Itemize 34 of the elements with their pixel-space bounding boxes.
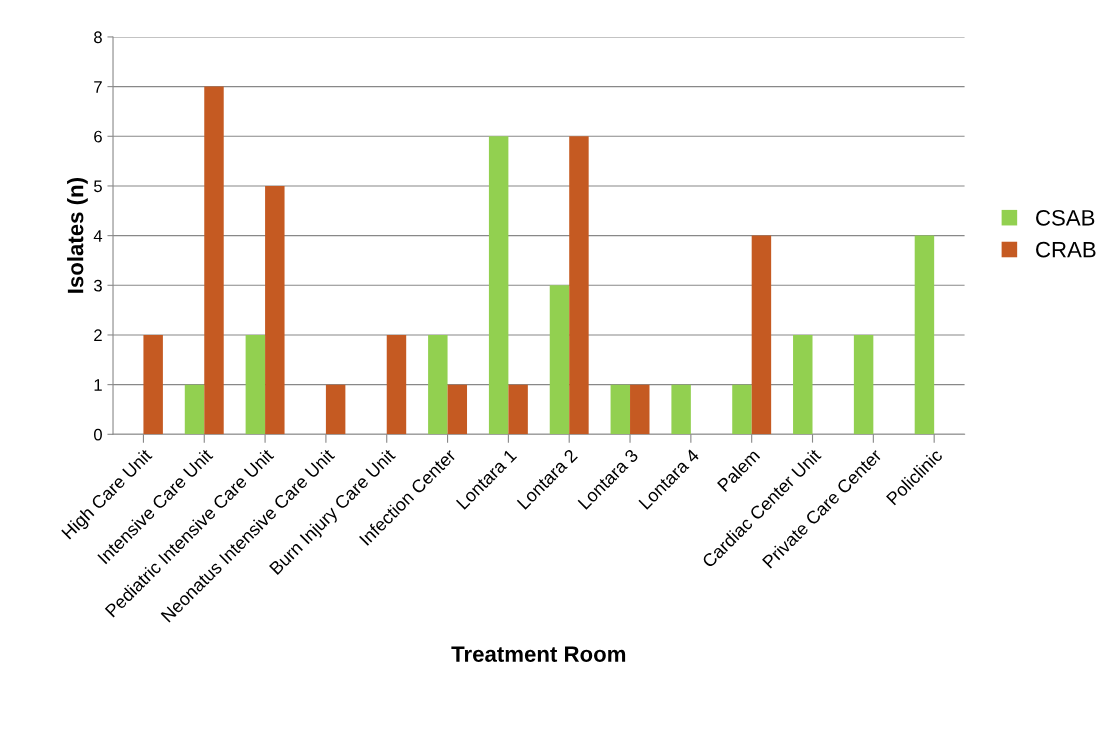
y-tick-label: 1 (94, 379, 102, 391)
bar (569, 136, 589, 435)
y-tick-label: 0 (93, 428, 102, 441)
bar (265, 185, 285, 435)
y-tick-label: 5 (94, 180, 102, 193)
bar (793, 334, 813, 435)
y-tick-label: 2 (94, 329, 102, 341)
y-tick-label: 6 (94, 130, 102, 143)
legend-label: CSAB (1036, 209, 1095, 226)
bar (386, 334, 407, 435)
y-axis-title: Isolates (n) (67, 178, 88, 293)
bar (488, 136, 509, 435)
y-tick-label: 7 (94, 81, 102, 93)
x-axis-title: Treatment Room (451, 646, 626, 662)
y-tick-label: 4 (93, 230, 103, 242)
y-tick-label: 3 (93, 279, 102, 292)
bar (245, 334, 266, 435)
bar (428, 334, 448, 435)
bar (549, 285, 570, 435)
bar (325, 384, 346, 435)
bar (732, 384, 752, 435)
bar (508, 384, 528, 435)
bar (204, 86, 224, 435)
bar (610, 384, 631, 435)
bar (853, 334, 874, 435)
bar (184, 384, 205, 435)
bar (751, 235, 772, 435)
bar (630, 384, 650, 435)
legend-label: CRAB (1036, 241, 1096, 258)
bar (143, 334, 163, 435)
y-tick-label: 8 (94, 31, 102, 44)
bar (447, 384, 468, 435)
bar (914, 235, 935, 435)
bar (671, 384, 691, 435)
